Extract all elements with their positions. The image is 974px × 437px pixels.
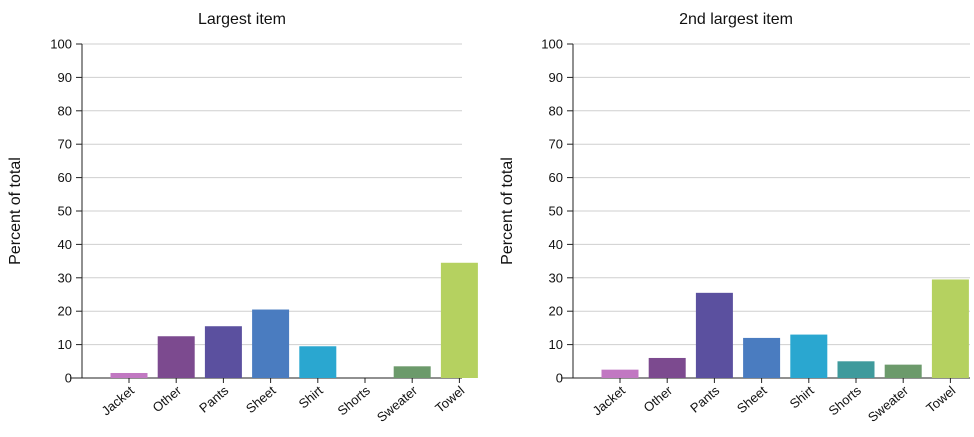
x-tick-label: Shirt [787,383,817,412]
bar-pants [695,292,733,378]
y-tick-label: 40 [58,237,72,252]
x-tick-label: Jacket [99,383,138,419]
y-tick-label: 50 [549,204,563,219]
chart-panel-1: Largest item Percent of total 0 10 20 30 40 50 6… [7,11,478,425]
x-tick-label: Shirt [296,383,326,412]
y-tick-label: 20 [549,304,563,319]
y-tick-label: 10 [58,337,72,352]
y-tick-label: 10 [549,337,563,352]
bar-jacket [110,372,148,378]
y-tick-label: 90 [549,70,563,85]
x-tick-label: Shorts [335,382,374,418]
x-tick-label: Other [150,382,185,415]
x-tick-label: Sweater [865,382,912,425]
bar-towel [440,262,478,378]
bar-other [648,357,686,378]
x-tick-label: Towel [923,383,958,416]
bar-pants [204,326,242,378]
chart-title: 2nd largest item [679,11,793,28]
y-tick-label: 80 [58,103,72,118]
bar-shorts [837,361,875,378]
y-tick-label: 80 [549,103,563,118]
y-tick-label: 40 [549,237,563,252]
y-tick-label: 50 [58,204,72,219]
bar-sweater [884,364,922,378]
y-tick-label: 70 [58,137,72,152]
x-tick-label: Shorts [826,382,865,418]
y-tick-label: 30 [58,270,72,285]
x-tick-label: Pants [687,382,722,415]
y-tick-label: 30 [549,270,563,285]
y-tick-label: 90 [58,70,72,85]
bar-other [157,336,195,378]
x-tick-label: Towel [432,383,467,416]
y-tick-label: 70 [549,137,563,152]
bar-sheet [252,309,290,378]
y-tick-label: 60 [549,170,563,185]
y-tick-label: 100 [541,37,563,52]
x-tick-label: Jacket [590,383,629,419]
bar-sheet [743,337,781,378]
y-axis-label: Percent of total [7,157,24,265]
chart-title: Largest item [198,11,286,28]
y-tick-label: 0 [65,371,72,386]
y-tick-label: 0 [556,371,563,386]
x-tick-label: Sheet [243,383,279,417]
x-tick-label: Pants [196,382,231,415]
y-tick-label: 100 [50,37,72,52]
y-tick-label: 60 [58,170,72,185]
chart-panel-2: 2nd largest item Percent of total 0 10 20 30 4… [499,11,970,425]
bar-shirt [790,334,828,378]
bar-shirt [299,346,337,378]
bar-jacket [601,369,639,378]
bar-sweater [393,366,431,378]
y-axis-label: Percent of total [499,157,516,265]
y-tick-label: 20 [58,304,72,319]
x-tick-label: Sheet [734,383,770,417]
x-tick-label: Other [641,382,676,415]
bar-towel [931,279,969,378]
x-tick-label: Sweater [374,382,421,425]
